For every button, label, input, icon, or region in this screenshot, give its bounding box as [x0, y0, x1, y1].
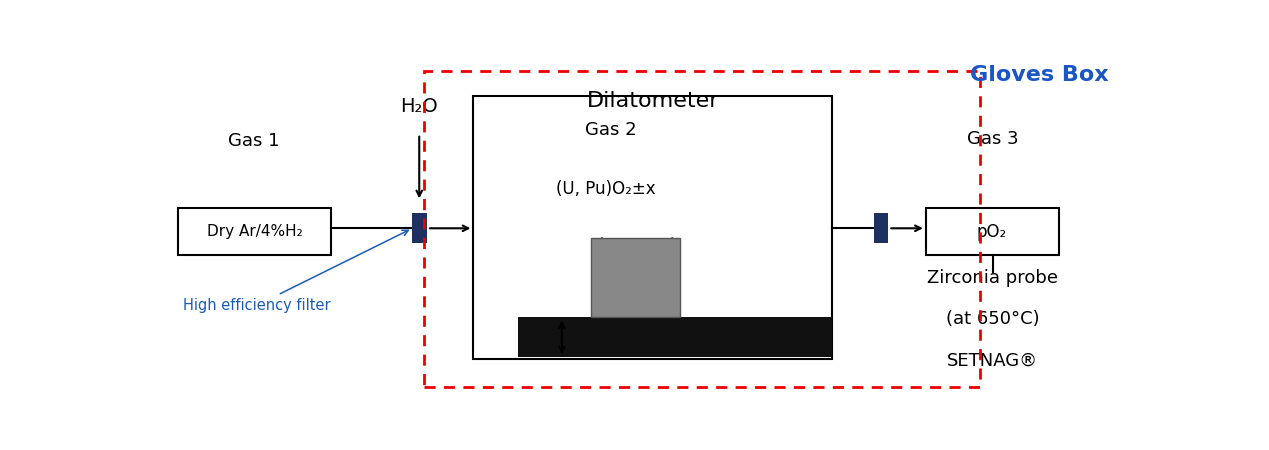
- FancyBboxPatch shape: [473, 95, 832, 359]
- Text: Dry Ar/4%H₂: Dry Ar/4%H₂: [207, 224, 302, 239]
- FancyBboxPatch shape: [518, 317, 832, 357]
- Text: H₂O: H₂O: [401, 97, 438, 117]
- Text: Gloves Box: Gloves Box: [970, 65, 1108, 85]
- Text: (at 650°C): (at 650°C): [945, 310, 1039, 328]
- FancyBboxPatch shape: [412, 213, 428, 243]
- FancyBboxPatch shape: [873, 213, 888, 243]
- Text: Gas 1: Gas 1: [228, 131, 279, 149]
- Text: Zirconia probe: Zirconia probe: [928, 269, 1058, 287]
- Text: Gas 2: Gas 2: [585, 121, 637, 139]
- FancyBboxPatch shape: [178, 208, 331, 255]
- Text: pO₂: pO₂: [977, 223, 1008, 241]
- FancyBboxPatch shape: [926, 208, 1058, 255]
- Text: Gas 3: Gas 3: [967, 130, 1019, 148]
- FancyBboxPatch shape: [591, 238, 680, 317]
- Text: Dilatometer: Dilatometer: [588, 91, 720, 111]
- Text: High efficiency filter: High efficiency filter: [183, 230, 409, 313]
- Text: SETNAG®: SETNAG®: [947, 352, 1038, 370]
- Text: (U, Pu)O₂±x: (U, Pu)O₂±x: [556, 180, 656, 198]
